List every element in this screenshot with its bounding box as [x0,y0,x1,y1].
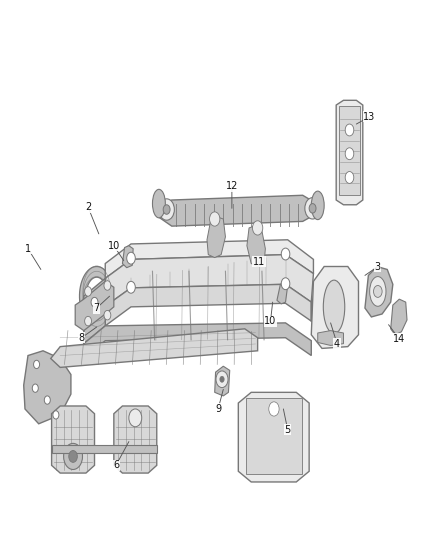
Circle shape [91,297,98,307]
Circle shape [127,281,135,293]
Circle shape [127,252,135,264]
Text: 7: 7 [94,303,100,313]
Polygon shape [339,106,360,195]
Circle shape [104,310,111,320]
Circle shape [281,248,290,260]
Circle shape [374,286,382,297]
Circle shape [159,199,174,220]
Polygon shape [105,255,314,306]
Polygon shape [24,351,71,424]
Polygon shape [52,445,157,454]
Polygon shape [246,398,302,474]
Polygon shape [105,240,314,278]
Ellipse shape [323,280,345,334]
Circle shape [163,205,170,214]
Circle shape [220,376,224,382]
Ellipse shape [152,189,166,218]
Polygon shape [336,100,363,205]
Polygon shape [80,266,113,326]
Polygon shape [391,299,407,335]
Polygon shape [207,216,226,257]
Polygon shape [123,246,133,268]
Text: 4: 4 [334,338,340,349]
Text: 9: 9 [215,404,221,414]
Polygon shape [311,266,358,349]
Circle shape [104,281,111,290]
Text: 10: 10 [108,241,120,251]
Text: 13: 13 [363,112,375,122]
Polygon shape [51,329,258,367]
Polygon shape [247,225,265,266]
Circle shape [34,360,39,369]
Circle shape [209,212,220,226]
Polygon shape [114,406,157,473]
Circle shape [345,172,354,183]
Circle shape [44,396,50,404]
Text: 12: 12 [226,181,238,191]
Text: 10: 10 [265,316,277,326]
Circle shape [85,317,92,326]
Ellipse shape [311,191,324,220]
Circle shape [64,443,82,470]
Text: 11: 11 [253,257,265,266]
Polygon shape [318,330,343,345]
Polygon shape [311,302,328,333]
Circle shape [305,198,320,219]
Text: 1: 1 [25,244,31,254]
Circle shape [281,278,290,289]
Circle shape [216,371,228,387]
Circle shape [85,287,92,296]
Polygon shape [277,283,288,304]
Circle shape [345,124,354,136]
Polygon shape [84,323,311,359]
Circle shape [309,204,316,213]
Text: 8: 8 [78,333,85,343]
Text: 3: 3 [375,262,381,271]
Text: 5: 5 [285,425,291,435]
Circle shape [269,402,279,416]
Circle shape [345,148,354,160]
Polygon shape [105,284,311,326]
Polygon shape [75,281,114,330]
Circle shape [53,411,59,419]
Circle shape [69,450,78,463]
Circle shape [129,409,142,427]
Ellipse shape [370,277,386,306]
Polygon shape [159,195,318,226]
Polygon shape [365,266,393,317]
Polygon shape [84,278,105,344]
Text: 6: 6 [113,461,119,470]
Polygon shape [238,392,309,482]
Circle shape [32,384,38,392]
Text: 2: 2 [85,202,91,212]
Polygon shape [215,366,230,396]
Circle shape [252,221,263,235]
Text: 14: 14 [393,334,406,344]
Polygon shape [52,406,95,473]
